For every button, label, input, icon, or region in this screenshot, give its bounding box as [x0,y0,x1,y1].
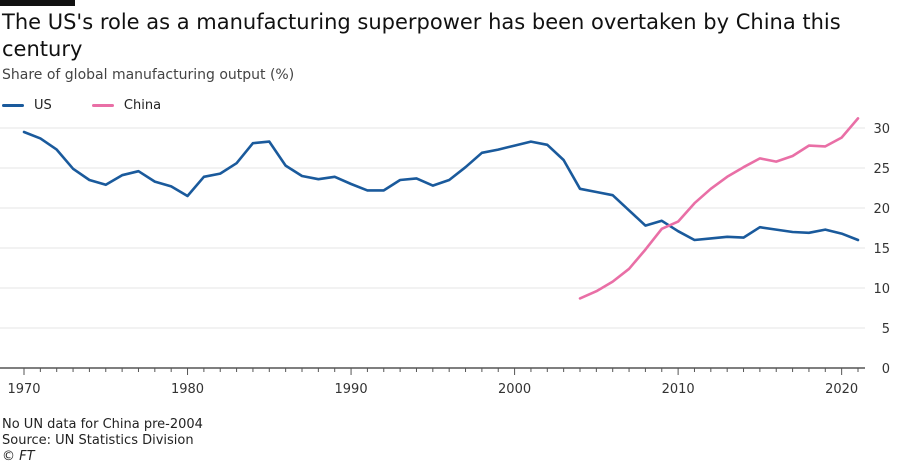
x-tick-label: 2000 [498,382,531,397]
y-tick-label: 20 [873,202,890,217]
series-line-us [22,130,860,242]
y-tick-label: 30 [873,122,890,137]
x-tick-label: 1970 [7,382,40,397]
legend-label-china: China [123,98,162,113]
brand-bar [0,0,75,6]
legend: US China [2,96,197,113]
legend-swatch-china [91,104,114,107]
chart-subtitle: Share of global manufacturing output (%) [2,67,295,83]
chart-title: The US's role as a manufacturing superpo… [2,10,841,61]
x-tick-label: 2010 [662,382,695,397]
y-tick-label: 15 [873,242,890,257]
series-line-china [578,117,860,300]
legend-label-us: US [34,98,52,113]
x-tick-label: 1980 [171,382,204,397]
y-tick-label: 10 [873,282,890,297]
copyright: © FT [2,449,35,464]
source-line: Source: UN Statistics Division [2,433,194,448]
legend-swatch-us [2,104,24,107]
y-tick-label: 25 [873,162,890,177]
footer: No UN data for China pre-2004 Source: UN… [2,417,203,465]
y-tick-label: 5 [882,322,890,337]
x-tick-label: 2020 [825,382,858,397]
x-tick-label: 1990 [335,382,368,397]
footnote: No UN data for China pre-2004 [2,417,203,432]
legend-item-us: US [2,98,52,113]
legend-item-china: China [91,98,162,113]
y-tick-label: 0 [882,362,890,377]
